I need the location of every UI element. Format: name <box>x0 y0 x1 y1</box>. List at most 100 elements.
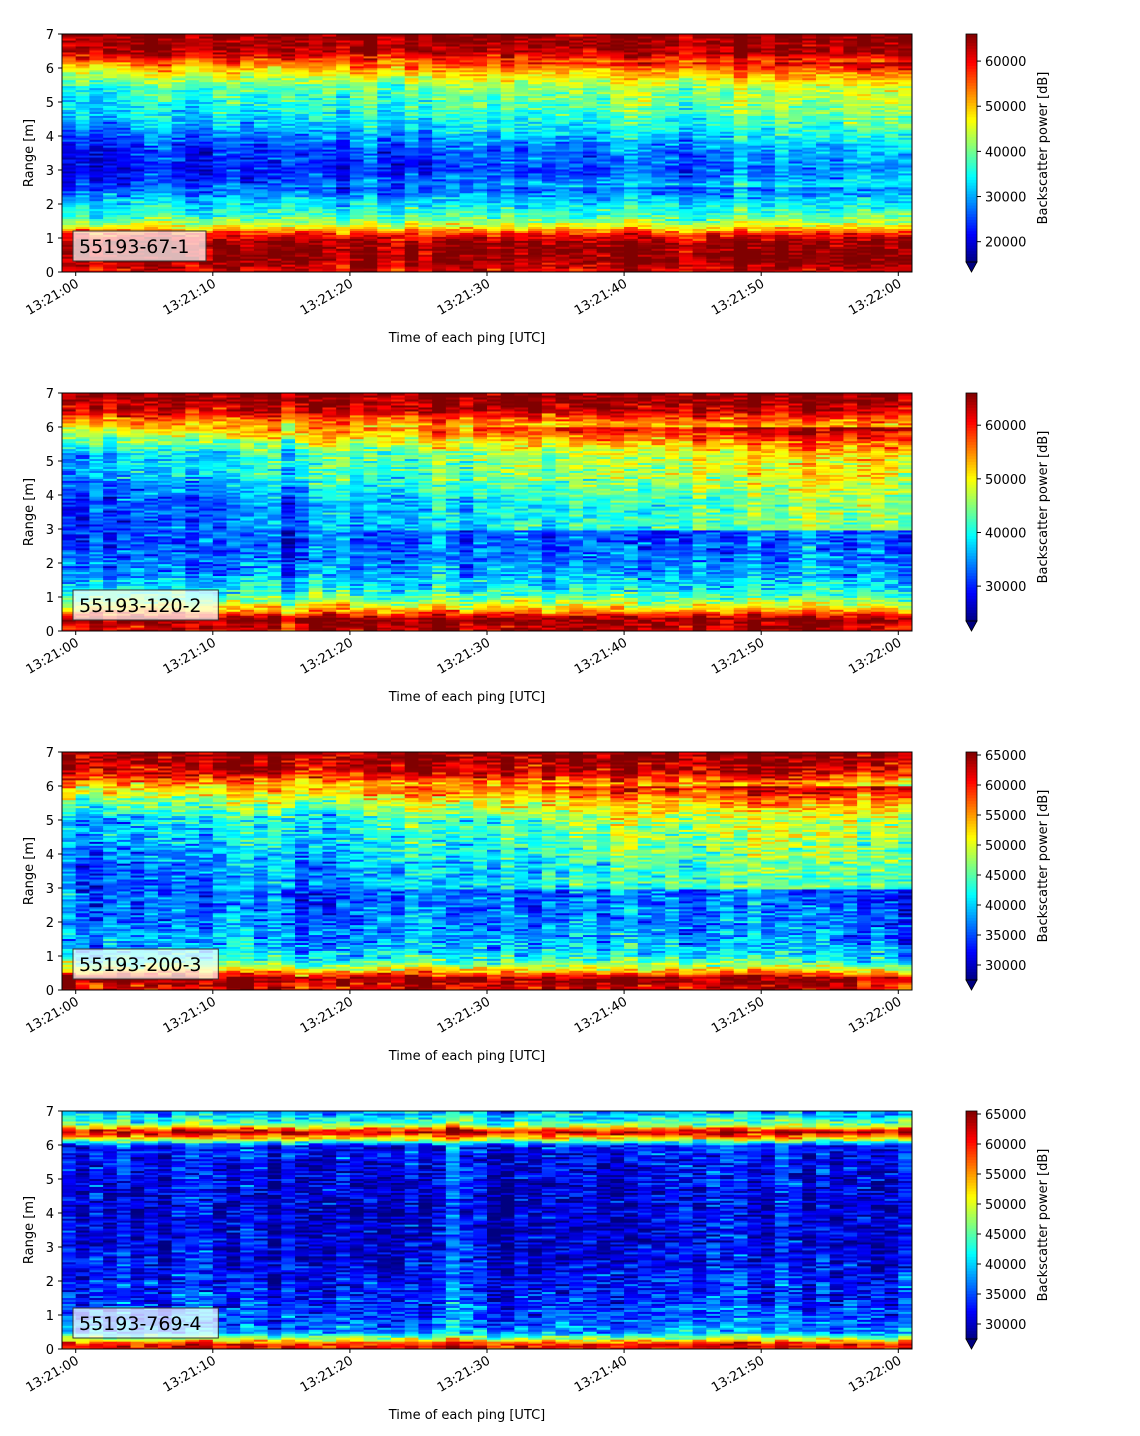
colorbar-segment <box>966 125 977 129</box>
colorbar-frame <box>965 392 978 622</box>
colorbar-segment <box>966 1227 977 1232</box>
colorbar-segment <box>966 905 977 910</box>
colorbar-segment <box>966 153 977 158</box>
colorbar-segment <box>966 492 977 497</box>
colorbar-segment <box>966 142 977 146</box>
colorbar-segment <box>966 871 977 876</box>
colorbar-segment <box>966 1145 977 1149</box>
colorbar-tick-label: 30000 <box>985 191 1026 206</box>
colorbar-segment <box>966 1205 977 1209</box>
colorbar-segment <box>966 774 977 779</box>
colorbar-segment <box>966 601 977 605</box>
colorbar-segment <box>966 1193 977 1198</box>
colorbar-segment <box>966 1190 977 1195</box>
x-tick-label: 13:21:40 <box>572 276 630 318</box>
colorbar-segment <box>966 478 977 482</box>
colorbar-segment <box>966 447 977 451</box>
colorbar-segment <box>966 424 977 428</box>
colorbar-segment <box>966 1273 977 1277</box>
colorbar-segment <box>966 806 977 810</box>
heatmap-cells <box>62 393 912 631</box>
colorbar-segment <box>966 752 977 756</box>
colorbar-segment <box>966 136 977 141</box>
colorbar-segment <box>966 1290 977 1294</box>
colorbar-segment <box>966 190 977 195</box>
y-tick-label: 0 <box>46 266 54 281</box>
colorbar-segment <box>966 1187 977 1192</box>
x-tick-label: 13:21:00 <box>24 994 82 1036</box>
colorbar-segment <box>966 1253 977 1257</box>
y-tick-label: 6 <box>46 1139 54 1154</box>
colorbar-segment <box>966 495 977 500</box>
colorbar-segment <box>966 1202 977 1206</box>
colorbar-segment <box>966 914 977 918</box>
colorbar-segment <box>966 945 977 950</box>
y-axis-label: Range [m] <box>22 837 37 905</box>
y-axis-label: Range [m] <box>22 119 37 187</box>
colorbar-segment <box>966 515 977 519</box>
colorbar-segment <box>966 102 977 106</box>
x-axis-label: Time of each ping [UTC] <box>388 1408 546 1423</box>
colorbar-tick-label: 40000 <box>985 145 1026 160</box>
colorbar-segment <box>966 407 977 411</box>
x-axis-label: Time of each ping [UTC] <box>388 690 546 705</box>
colorbar-segment <box>966 1264 977 1269</box>
colorbar-segment <box>966 56 977 61</box>
colorbar-segment <box>966 518 977 522</box>
colorbar-segment <box>966 837 977 841</box>
colorbar-segment <box>966 586 977 591</box>
colorbar-segment <box>966 427 977 431</box>
x-tick-label: 13:22:00 <box>846 994 904 1036</box>
colorbar-tick-label: 50000 <box>985 1198 1026 1213</box>
colorbar-segment <box>966 960 977 964</box>
colorbar-segment <box>966 412 977 417</box>
x-tick-label: 13:21:20 <box>298 635 356 677</box>
colorbar-tick-label: 45000 <box>985 1228 1026 1243</box>
colorbar-segment <box>966 512 977 517</box>
colorbar-segment <box>966 891 977 896</box>
colorbar-segment <box>966 1216 977 1220</box>
colorbar-segment <box>966 421 977 425</box>
colorbar-segment <box>966 1313 977 1317</box>
colorbar-segment <box>966 1213 977 1218</box>
y-tick-label: 1 <box>46 1309 54 1324</box>
colorbar-tick-label: 40000 <box>985 1258 1026 1273</box>
x-tick-label: 13:21:10 <box>161 635 219 677</box>
colorbar-segment <box>966 831 977 836</box>
y-tick-label: 6 <box>46 780 54 795</box>
colorbar-segment <box>966 897 977 901</box>
colorbar-segment <box>966 210 977 215</box>
colorbar: 30000 40000 50000 60000 Backscatter power [d… <box>965 392 1051 632</box>
y-tick-label: 3 <box>46 1241 54 1256</box>
y-tick-label: 4 <box>46 489 54 504</box>
colorbar-segment <box>966 51 977 55</box>
colorbar-segment <box>966 1262 977 1266</box>
echogram-panel-2: 0 1 2 3 4 5 6 7 Range [m] 13:21:00 13:21:10 13:21:2… <box>22 387 1051 705</box>
colorbar-segment <box>966 1119 977 1123</box>
colorbar: 30000 35000 40000 45000 50000 55000 60000 65000… <box>965 749 1051 991</box>
colorbar-segment <box>966 1125 977 1129</box>
colorbar-segment <box>966 803 977 807</box>
colorbar-frame <box>965 33 978 263</box>
colorbar-segment <box>966 173 977 178</box>
colorbar-tick-label: 50000 <box>985 839 1026 854</box>
colorbar-segment <box>966 794 977 799</box>
colorbar-segment <box>966 128 977 132</box>
colorbar-segment <box>966 36 977 41</box>
colorbar-segment <box>966 1156 977 1161</box>
colorbar-segment <box>966 93 977 98</box>
colorbar-segment <box>966 572 977 576</box>
colorbar-segment <box>966 509 977 514</box>
colorbar-segment <box>966 771 977 776</box>
colorbar-segment <box>966 1259 977 1263</box>
colorbar-segment <box>966 797 977 802</box>
colorbar-segment <box>966 216 977 220</box>
x-tick-label: 13:21:30 <box>435 635 493 677</box>
colorbar-segment <box>966 401 977 405</box>
colorbar-segment <box>966 834 977 839</box>
colorbar-segment <box>966 1284 977 1289</box>
colorbar-segment <box>966 230 977 235</box>
colorbar-extend-min <box>965 979 978 991</box>
colorbar-segment <box>966 860 977 864</box>
colorbar-segment <box>966 880 977 884</box>
